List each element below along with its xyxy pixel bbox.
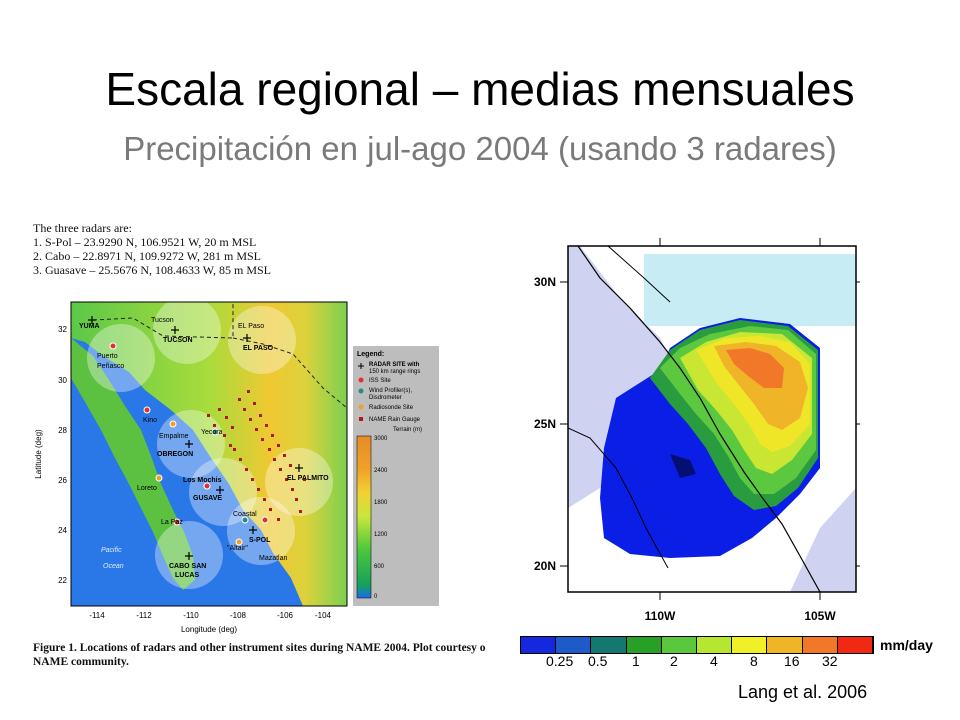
radar-info-line: 3. Guasave – 25.5676 N, 108.4633 W, 85 m… [33, 263, 271, 277]
y-tick-label: 26 [58, 476, 67, 485]
y-tick-label: 22 [58, 576, 67, 585]
colorbar-swatch [521, 637, 557, 653]
x-tick-label: -112 [136, 611, 152, 620]
legend-item: Wind Profiler(s), [369, 388, 412, 394]
legend-item: ISS Site [369, 378, 391, 384]
credit-text: Lang et al. 2006 [738, 682, 868, 702]
place-label: EL PASO [243, 345, 274, 352]
terrain-tick: 1800 [374, 500, 388, 506]
lat-label: 30N [534, 275, 556, 289]
lat-label: 20N [534, 559, 556, 573]
place-label: Loreto [137, 485, 157, 492]
place-label: Mazatlan [259, 555, 288, 562]
figure-caption: Figure 1. Locations of radars and other … [33, 641, 513, 669]
place-label: CABO SAN [169, 563, 206, 570]
colorbar-tick-label: 4 [710, 653, 718, 669]
x-tick-label: -114 [89, 611, 105, 620]
place-label: Los Mochis [183, 477, 222, 484]
place-label: LUCAS [175, 572, 199, 579]
radar-info-heading: The three radars are: [33, 221, 132, 235]
slide-subtitle: Precipitación en jul-ago 2004 (usando 3 … [123, 130, 837, 167]
radar-info: The three radars are: 1. S-Pol – 23.9290… [33, 221, 271, 277]
place-label: "Altair" [227, 545, 248, 552]
colorbar-swatch [697, 637, 733, 653]
caption-line: NAME community. [33, 656, 129, 668]
colorbar-swatch [837, 637, 874, 653]
colorbar-swatch [626, 637, 662, 653]
radar-info-line: 1. S-Pol – 23.9290 N, 106.9521 W, 20 m M… [33, 235, 257, 249]
lon-label: 105W [804, 609, 836, 623]
place-label: Peñasco [97, 363, 124, 370]
x-tick-label: -110 [183, 611, 199, 620]
x-axis-label: Longitude (deg) [181, 625, 237, 634]
place-label: Pacific [101, 547, 122, 554]
x-tick-label: -104 [315, 611, 332, 620]
place-label: Kino [143, 417, 157, 424]
terrain-tick: 3000 [374, 436, 388, 442]
slide-title: Escala regional – medias mensuales [105, 63, 855, 115]
place-label: EL PALMITO [287, 475, 329, 482]
colorbar-swatch [556, 637, 592, 653]
colorbar-tick-label: 16 [784, 653, 800, 669]
x-tick-label: -106 [277, 611, 294, 620]
terrain-tick: 0 [374, 594, 378, 600]
lon-label: 110W [645, 609, 676, 623]
instrument-site-map: YUMA Tucson TUCSON EL Paso EL PASO Puert… [33, 298, 443, 638]
colorbar-swatch [591, 637, 627, 653]
precipitation-map: 30N 25N 20N 110W 105W [534, 238, 860, 623]
place-label: EL Paso [238, 323, 264, 330]
legend-item: Disdrometer [369, 395, 402, 401]
precipitation-colorbar [520, 636, 874, 654]
colorbar-tick-label: 1 [632, 653, 640, 669]
place-label: La Paz [161, 519, 183, 526]
legend-item: 150 km range rings [369, 369, 420, 375]
terrain-tick: 1200 [374, 532, 388, 538]
place-label: YUMA [79, 323, 100, 330]
terrain-tick: 600 [374, 564, 385, 570]
colorbar-swatch [732, 637, 768, 653]
x-tick-label: -108 [230, 611, 247, 620]
place-label: TUCSON [163, 337, 193, 344]
place-label: Coastal [233, 511, 257, 518]
place-label: Empalme [159, 433, 189, 440]
caption-line: Figure 1. Locations of radars and other … [33, 642, 486, 654]
place-label: Ocean [103, 563, 124, 570]
lat-label: 25N [534, 417, 556, 431]
place-label: Tucson [151, 317, 174, 324]
legend-item: NAME Rain Gauge [369, 417, 421, 423]
place-label: Puerto [97, 353, 118, 360]
place-label: S-POL [249, 537, 271, 544]
place-label: OBREGON [157, 451, 193, 458]
terrain-tick: 2400 [374, 468, 388, 474]
colorbar-swatch [767, 637, 803, 653]
radar-info-line: 2. Cabo – 22.8971 N, 109.9272 W, 281 m M… [33, 249, 262, 263]
colorbar-tick-label: 32 [822, 653, 838, 669]
y-tick-label: 28 [58, 426, 67, 435]
legend-item: Radiosonde Site [369, 405, 414, 411]
colorbar-tick-label: 0.25 [546, 653, 574, 669]
y-tick-label: 32 [58, 325, 67, 334]
y-tick-label: 30 [58, 376, 67, 385]
colorbar-swatch [802, 637, 838, 653]
colorbar-unit: mm/day [880, 637, 933, 653]
legend-item: RADAR SITE with [369, 362, 420, 368]
place-label: GUSAVE [193, 495, 222, 502]
colorbar-tick-label: 2 [670, 653, 678, 669]
legend-terrain-label: Terrain (m) [393, 427, 422, 433]
y-axis-label: Latitude (deg) [34, 429, 43, 479]
colorbar-tick-label: 0.5 [588, 653, 608, 669]
y-tick-label: 24 [58, 526, 67, 535]
legend-title: Legend: [357, 351, 384, 358]
place-label: Yecora [201, 429, 223, 436]
colorbar-swatch [661, 637, 698, 653]
colorbar-tick-label: 8 [750, 653, 758, 669]
